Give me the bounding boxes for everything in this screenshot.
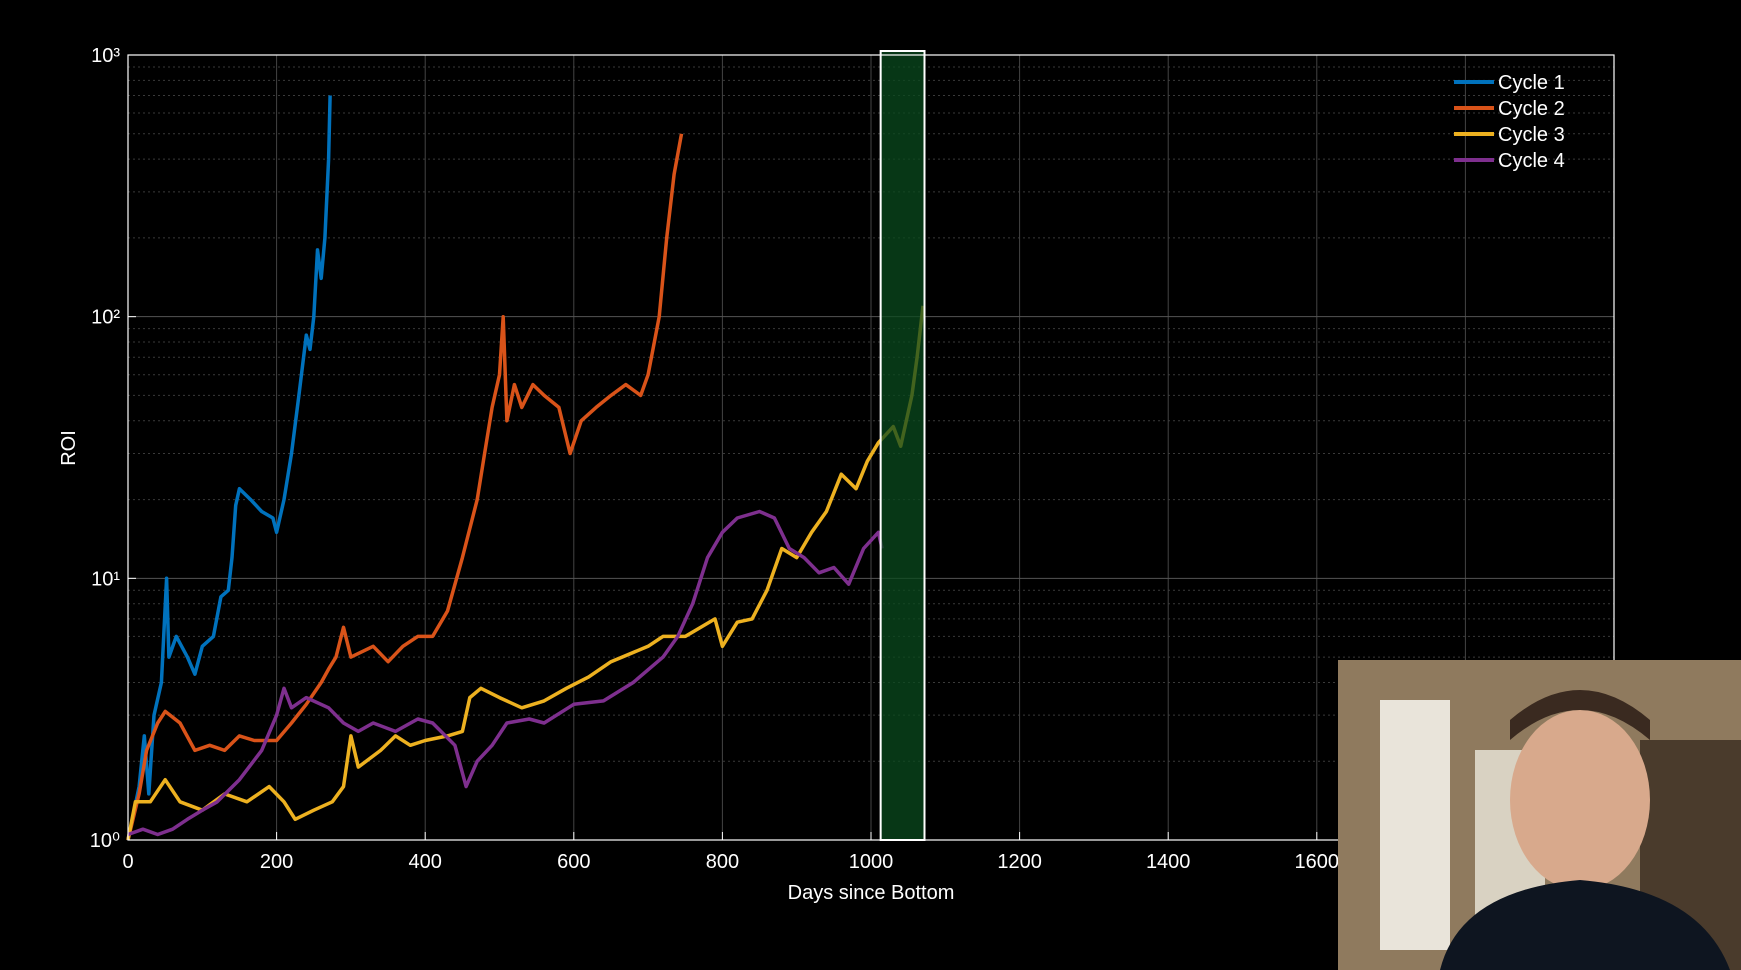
highlight-layer — [879, 50, 926, 841]
series-line — [126, 133, 684, 841]
x-tick-label: 1000 — [849, 851, 894, 873]
x-tick-label: 800 — [706, 851, 739, 873]
series-line — [127, 509, 884, 837]
shirt — [1440, 880, 1730, 970]
x-tick-label: 200 — [260, 851, 293, 873]
x-tick-label: 1600 — [1295, 851, 1340, 873]
y-tick-label: 10³ — [91, 45, 120, 67]
lines — [126, 95, 925, 841]
legend-label: Cycle 3 — [1498, 124, 1565, 146]
legend-label: Cycle 1 — [1498, 72, 1565, 94]
webcam — [1338, 660, 1741, 970]
door — [1380, 700, 1450, 950]
x-tick-label: 600 — [557, 851, 590, 873]
x-tick-label: 1400 — [1146, 851, 1191, 873]
legend: Cycle 1 Cycle 2 Cycle 3 Cycle 4 — [1454, 72, 1565, 172]
x-tick-label: 1200 — [997, 851, 1042, 873]
hair — [1510, 690, 1650, 740]
y-tick-label: 10⁰ — [90, 830, 120, 852]
y-axis-label: ROI — [58, 430, 80, 466]
highlight-band — [879, 50, 926, 841]
x-axis-label: Days since Bottom — [788, 882, 955, 904]
legend-label: Cycle 4 — [1498, 150, 1565, 172]
legend-label: Cycle 2 — [1498, 98, 1565, 120]
y-tick-label: 10² — [91, 307, 120, 329]
x-tick-label: 400 — [409, 851, 442, 873]
face — [1510, 710, 1650, 890]
series-line — [126, 95, 332, 841]
series-line — [126, 305, 925, 841]
x-tick-label: 0 — [122, 851, 133, 873]
y-tick-label: 10¹ — [91, 568, 120, 590]
